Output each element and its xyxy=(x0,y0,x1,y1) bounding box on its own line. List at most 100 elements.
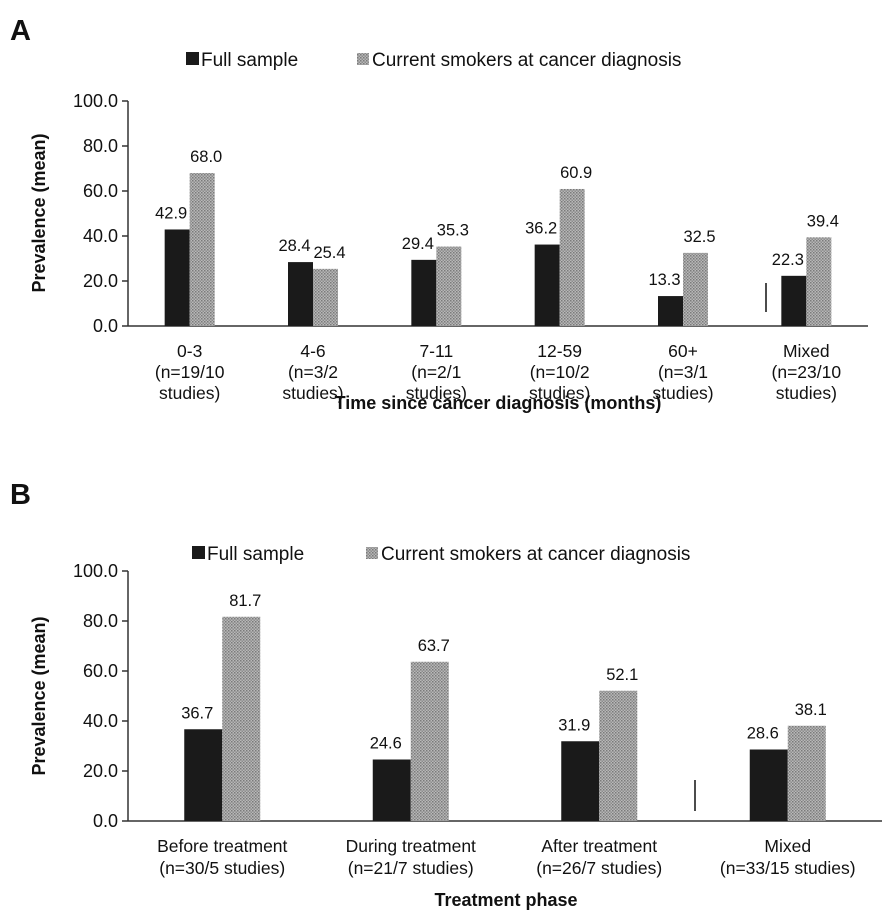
chart-b-bar-full-sample-2 xyxy=(561,741,600,821)
chart-a-bar-current-smokers-1 xyxy=(313,268,338,326)
chart-a-data-label-current-smokers-5: 39.4 xyxy=(807,212,839,230)
chart-a-y-axis: 0.0 20.0 40.0 60.0 80.0 100.0 Prevalence… xyxy=(29,91,129,336)
chart-b-y-axis-title: Prevalence (mean) xyxy=(29,616,49,775)
chart-a-category-label-1-line-1: (n=3/2 xyxy=(288,362,338,382)
chart-b-category-label-0-line-0: Before treatment xyxy=(157,836,287,856)
chart-b-tick-label-0: 0.0 xyxy=(93,811,118,831)
chart-b-data-label-full-sample-2: 31.9 xyxy=(558,716,590,734)
chart-a-panel-letter: A xyxy=(10,15,31,47)
chart-a-category-label-5-line-0: Mixed xyxy=(783,341,830,361)
chart-a-tick-label-40: 40.0 xyxy=(83,226,118,246)
chart-a-data-label-current-smokers-3: 60.9 xyxy=(560,164,592,182)
chart-b-data-label-full-sample-3: 28.6 xyxy=(747,725,779,743)
chart-b-bar-full-sample-3 xyxy=(749,749,788,821)
chart-a: A Full sample Current smokers at cancer … xyxy=(10,15,868,413)
chart-b-data-label-full-sample-0: 36.7 xyxy=(181,704,213,722)
chart-b: B Full sample Current smokers at cancer … xyxy=(10,479,882,910)
chart-a-category-label-3-line-1: (n=10/2 xyxy=(530,362,590,382)
chart-b-legend-swatch-current-smokers xyxy=(366,547,378,559)
chart-a-category-label-3-line-0: 12-59 xyxy=(537,341,582,361)
chart-a-category-label-4-line-0: 60+ xyxy=(668,341,698,361)
chart-b-data-label-current-smokers-3: 38.1 xyxy=(795,701,827,719)
chart-a-legend: Full sample Current smokers at cancer di… xyxy=(186,50,681,71)
chart-a-bar-current-smokers-4 xyxy=(683,252,708,326)
chart-b-category-label-1-line-1: (n=21/7 studies) xyxy=(348,858,474,878)
chart-b-category-label-1-line-0: During treatment xyxy=(346,836,476,856)
chart-a-category-label-5-line-2: studies) xyxy=(776,383,837,403)
chart-b-data-label-full-sample-1: 24.6 xyxy=(370,735,402,753)
chart-a-bar-full-sample-0 xyxy=(164,229,190,326)
chart-b-data-label-current-smokers-1: 63.7 xyxy=(418,637,450,655)
chart-a-category-label-3-line-2: studies) xyxy=(529,383,590,403)
chart-b-bar-current-smokers-3 xyxy=(787,725,826,821)
chart-a-bar-current-smokers-2 xyxy=(436,246,462,326)
chart-a-category-label-4-line-2: studies) xyxy=(652,383,713,403)
chart-a-tick-label-20: 20.0 xyxy=(83,271,118,291)
chart-a-category-label-0-line-2: studies) xyxy=(159,383,220,403)
chart-a-bar-full-sample-2 xyxy=(411,259,437,326)
chart-a-y-axis-title: Prevalence (mean) xyxy=(29,133,49,292)
chart-a-data-label-current-smokers-4: 32.5 xyxy=(683,228,715,246)
chart-a-bar-full-sample-4 xyxy=(658,296,683,326)
chart-b-bar-full-sample-1 xyxy=(372,759,411,821)
chart-a-tick-label-0: 0.0 xyxy=(93,316,118,336)
chart-a-bar-full-sample-1 xyxy=(288,262,313,326)
chart-a-tick-label-80: 80.0 xyxy=(83,136,118,156)
chart-a-data-label-current-smokers-2: 35.3 xyxy=(437,222,469,240)
chart-b-legend-label-current-smokers: Current smokers at cancer diagnosis xyxy=(381,544,690,565)
chart-b-tick-label-100: 100.0 xyxy=(73,561,118,581)
chart-a-legend-swatch-full-sample xyxy=(186,52,199,65)
chart-b-category-label-2-line-1: (n=26/7 studies) xyxy=(536,858,662,878)
chart-a-data-label-current-smokers-1: 25.4 xyxy=(313,244,345,262)
chart-a-category-labels: 0-3(n=19/10studies)4-6(n=3/2studies)7-11… xyxy=(155,341,842,403)
chart-b-bar-current-smokers-0 xyxy=(222,616,261,821)
chart-b-tick-label-80: 80.0 xyxy=(83,611,118,631)
chart-a-data-label-full-sample-3: 36.2 xyxy=(525,220,557,238)
chart-b-category-label-2-line-0: After treatment xyxy=(541,836,657,856)
chart-a-bar-full-sample-5 xyxy=(781,275,807,326)
chart-a-data-label-full-sample-1: 28.4 xyxy=(278,237,310,255)
chart-b-bar-full-sample-0 xyxy=(184,729,223,821)
chart-b-x-axis-title: Treatment phase xyxy=(434,890,577,910)
chart-b-data-label-current-smokers-2: 52.1 xyxy=(606,666,638,684)
chart-b-panel-letter: B xyxy=(10,479,31,511)
chart-a-category-label-1-line-2: studies) xyxy=(282,383,343,403)
chart-a-bar-current-smokers-0 xyxy=(189,173,215,326)
chart-b-tick-label-60: 60.0 xyxy=(83,661,118,681)
chart-a-data-label-full-sample-2: 29.4 xyxy=(402,235,434,253)
chart-a-bars: 42.9 68.0 28.4 25.4 29.435.3 36.2 60.9 13.3 32.5… xyxy=(155,148,839,326)
chart-a-data-label-full-sample-4: 13.3 xyxy=(648,271,680,289)
chart-b-bar-current-smokers-1 xyxy=(410,661,449,821)
chart-a-data-label-full-sample-0: 42.9 xyxy=(155,204,187,222)
chart-a-data-label-full-sample-5: 22.3 xyxy=(772,251,804,269)
chart-a-bar-current-smokers-5 xyxy=(806,237,832,326)
chart-b-legend-swatch-full-sample xyxy=(192,546,205,559)
chart-b-bars: 36.7 81.7 24.6 63.7 31.9 52.1 28.6 38.1 xyxy=(181,592,827,821)
chart-a-category-label-2-line-1: (n=2/1 xyxy=(411,362,461,382)
chart-a-category-label-1-line-0: 4-6 xyxy=(300,341,325,361)
chart-a-x-axis-title: Time since cancer diagnosis (months) xyxy=(335,393,662,413)
chart-a-category-label-2-line-2: studies) xyxy=(406,383,467,403)
chart-b-bar-current-smokers-2 xyxy=(599,690,638,821)
chart-b-legend-label-full-sample: Full sample xyxy=(207,544,304,565)
chart-b-category-labels: Before treatment(n=30/5 studies) During t… xyxy=(157,836,856,878)
chart-b-tick-label-20: 20.0 xyxy=(83,761,118,781)
chart-b-category-label-0-line-1: (n=30/5 studies) xyxy=(159,858,285,878)
chart-b-category-label-3-line-0: Mixed xyxy=(764,836,811,856)
chart-a-bar-current-smokers-3 xyxy=(559,188,585,326)
chart-b-data-label-current-smokers-0: 81.7 xyxy=(229,592,261,610)
chart-a-data-label-current-smokers-0: 68.0 xyxy=(190,148,222,166)
chart-a-tick-label-60: 60.0 xyxy=(83,181,118,201)
chart-a-bar-full-sample-3 xyxy=(534,244,560,326)
chart-b-y-axis: 0.0 20.0 40.0 60.0 80.0 100.0 Prevalence… xyxy=(29,561,129,831)
chart-a-category-label-4-line-1: (n=3/1 xyxy=(658,362,708,382)
chart-a-category-label-0-line-0: 0-3 xyxy=(177,341,202,361)
chart-a-legend-label-full-sample: Full sample xyxy=(201,50,298,71)
chart-a-legend-label-current-smokers: Current smokers at cancer diagnosis xyxy=(372,50,681,71)
chart-b-legend: Full sample Current smokers at cancer di… xyxy=(192,544,690,565)
chart-a-category-label-0-line-1: (n=19/10 xyxy=(155,362,225,382)
chart-a-category-label-2-line-0: 7-11 xyxy=(419,341,453,361)
chart-a-category-label-5-line-1: (n=23/10 xyxy=(772,362,842,382)
chart-b-category-label-3-line-1: (n=33/15 studies) xyxy=(720,858,856,878)
